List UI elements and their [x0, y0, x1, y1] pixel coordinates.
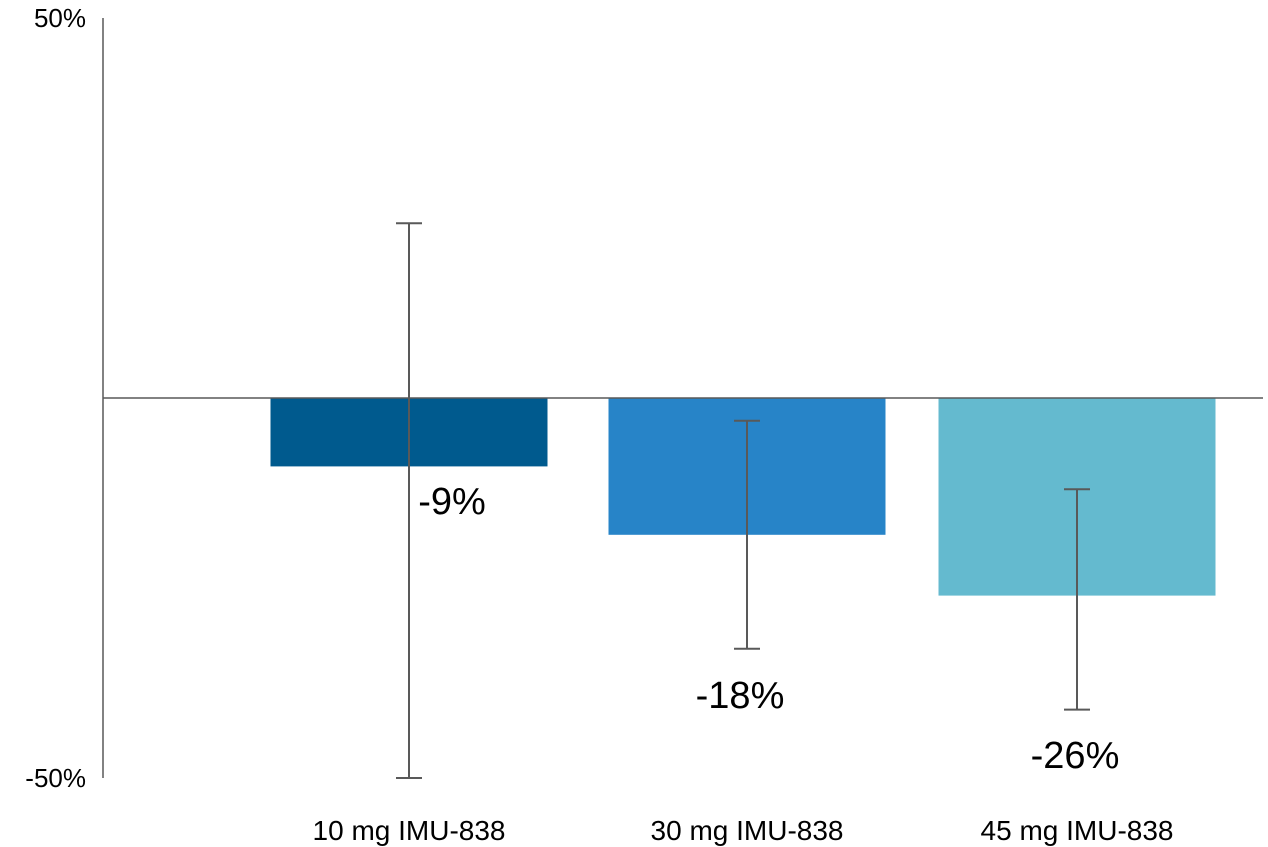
category-label-2: 30 mg IMU-838: [651, 815, 844, 846]
error-bar-3: [1064, 488, 1090, 711]
data-label-3: -26%: [1031, 735, 1120, 777]
bars-layer: [270, 398, 1216, 596]
y-tick-labels: 50% -50%: [25, 3, 86, 793]
category-label-3: 45 mg IMU-838: [981, 815, 1174, 846]
data-label-1: -9%: [418, 481, 486, 523]
category-label-1: 10 mg IMU-838: [313, 815, 506, 846]
data-label-2: -18%: [696, 675, 785, 717]
category-labels: 10 mg IMU-838 30 mg IMU-838 45 mg IMU-838: [313, 815, 1174, 846]
y-tick-label-2: -50%: [25, 763, 86, 793]
y-tick-label-1: 50%: [34, 3, 86, 33]
error-bars-layer: [396, 222, 1090, 779]
error-bar-2: [734, 419, 760, 650]
error-bar-1: [396, 222, 422, 779]
data-labels-layer: -9% -18% -26%: [418, 481, 1119, 777]
